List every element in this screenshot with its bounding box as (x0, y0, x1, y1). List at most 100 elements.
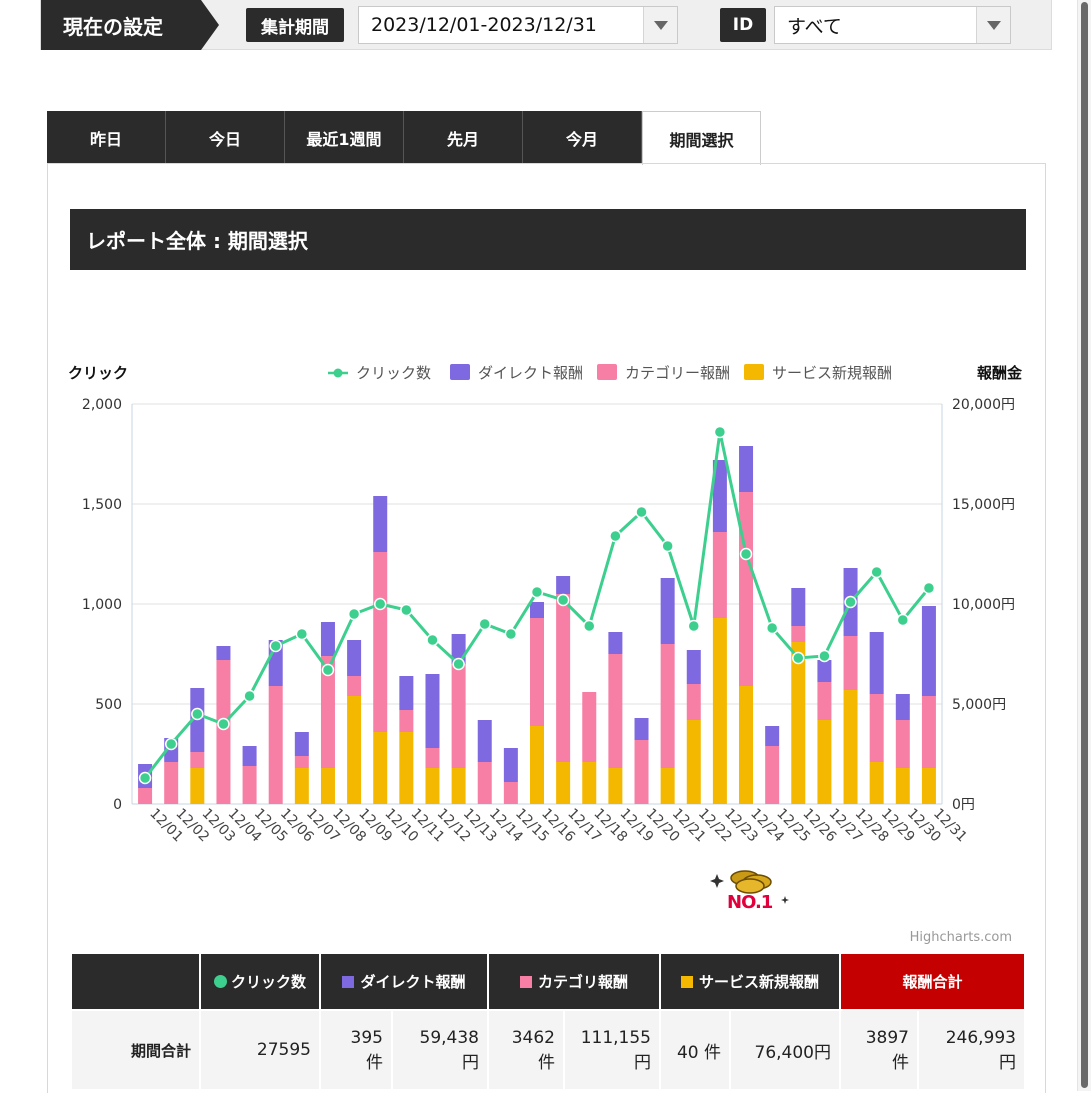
click-point (556, 593, 570, 607)
bar-segment (608, 768, 623, 804)
service-square-icon (680, 976, 693, 988)
bar-segment (921, 696, 936, 768)
summary-header-clicks: クリック数 (199, 952, 321, 1011)
bar-segment (712, 460, 727, 532)
bar-segment (660, 578, 675, 644)
summary-service-amount: 76,400円 (729, 1009, 841, 1091)
id-select-value: すべて (787, 15, 842, 38)
scrollbar-thumb[interactable] (1081, 2, 1088, 1088)
chevron-down-icon[interactable] (976, 7, 1010, 43)
badge-label: NO.1 (727, 892, 773, 913)
right-tick-label: 15,000円 (952, 497, 1015, 513)
click-point (217, 717, 230, 731)
left-tick-label: 1,000 (82, 597, 122, 613)
right-tick-label: 20,000円 (952, 397, 1015, 413)
bar-segment (320, 656, 335, 768)
summary-header-blank (70, 952, 201, 1011)
summary-header-category-label: カテゴリ報酬 (537, 973, 628, 991)
summary-header-total: 報酬合計 (839, 952, 1026, 1011)
click-point (138, 771, 152, 785)
left-tick-label: 2,000 (82, 397, 122, 413)
legend-swatch (744, 364, 764, 380)
tab-last-month[interactable]: 先月 (404, 111, 523, 164)
bar-segment (895, 694, 910, 720)
bar-segment (686, 650, 701, 684)
summary-header-row: クリック数 ダイレクト報酬 カテゴリ報酬 サービス新規報酬 報酬合計 (70, 952, 1026, 1011)
tab-period-select[interactable]: 期間選択 (642, 111, 761, 165)
click-point (269, 639, 282, 653)
click-point (713, 425, 727, 439)
report-chart: 0 0円 500 5,000円 1,000 10,000円 1,500 15,000円 2,00… (60, 350, 1035, 950)
legend-swatch (450, 364, 470, 380)
bar-segment (347, 676, 362, 696)
summary-category-count: 3462 件 (487, 1009, 565, 1091)
click-point (896, 613, 910, 627)
bar-segment (765, 746, 780, 804)
chevron-down-icon[interactable] (643, 7, 677, 43)
bar-segment (530, 602, 544, 618)
tab-yesterday[interactable]: 昨日 (47, 111, 166, 164)
bar-segment (242, 766, 257, 804)
click-point (191, 707, 204, 721)
tab-today[interactable]: 今日 (166, 111, 285, 164)
settings-arrow-shape (201, 0, 219, 50)
click-point (635, 505, 648, 519)
summary-header-clicks-label: クリック数 (230, 973, 306, 991)
click-point (922, 581, 936, 595)
summary-row-label: 期間合計 (70, 1009, 201, 1091)
bar-segment (530, 726, 544, 804)
bar-segment (791, 626, 806, 642)
bar-segment (268, 686, 283, 804)
bar-segment (294, 756, 309, 768)
right-axis-title: 報酬金 (977, 364, 1023, 382)
bar-segment (503, 748, 518, 782)
bar-segment (608, 654, 623, 768)
summary-total-count: 3897 件 (839, 1009, 919, 1091)
bar-segment (712, 618, 727, 804)
bar-segment (425, 748, 440, 768)
click-point (792, 651, 805, 665)
summary-service-count: 40 件 (659, 1009, 731, 1091)
chart-credit-link[interactable]: Highcharts.com (909, 930, 1012, 945)
click-point (661, 539, 674, 553)
bar-segment (869, 694, 884, 762)
click-point (478, 617, 491, 631)
tab-last-week[interactable]: 最近1週間 (285, 111, 404, 164)
bar-segment (164, 762, 179, 804)
bar-segment (242, 746, 257, 766)
legend-label: ダイレクト報酬 (478, 364, 583, 382)
click-point (504, 627, 518, 641)
left-tick-label: 0 (113, 797, 122, 813)
period-select[interactable]: 2023/12/01-2023/12/31 (358, 6, 678, 44)
legend-swatch (597, 364, 617, 380)
summary-total-amount: 246,993 円 (917, 1009, 1026, 1091)
bar-segment (556, 594, 571, 762)
summary-direct-count: 395 件 (319, 1009, 393, 1091)
click-point (609, 529, 622, 543)
bar-segment (399, 676, 414, 710)
period-tabs: 昨日 今日 最近1週間 先月 今月 期間選択 (47, 111, 765, 165)
bar-segment (739, 492, 754, 686)
click-point (400, 603, 413, 617)
settings-bar: 現在の設定 集計期間 2023/12/01-2023/12/31 ID すべて (40, 0, 1052, 50)
bar-segment (843, 690, 858, 804)
summary-clicks: 27595 (199, 1009, 321, 1091)
tab-this-month[interactable]: 今月 (523, 111, 642, 164)
click-point (583, 619, 596, 633)
category-square-icon (519, 976, 532, 988)
bar-segment (608, 632, 623, 654)
bar-segment (921, 768, 936, 804)
summary-row: 期間合計 27595 395 件 59,438 円 3462 件 111,155… (70, 1009, 1026, 1091)
bar-segment (712, 532, 727, 618)
scrollbar[interactable] (1077, 0, 1091, 1091)
bar-segment (503, 782, 518, 804)
summary-direct-amount: 59,438 円 (391, 1009, 489, 1091)
bar-segment (320, 622, 335, 656)
click-point (530, 585, 544, 599)
id-select[interactable]: すべて (774, 6, 1011, 44)
bar-segment (739, 446, 754, 492)
summary-header-category: カテゴリ報酬 (487, 952, 661, 1011)
bar-segment (451, 664, 466, 768)
right-tick-label: 5,000円 (952, 697, 1006, 713)
bar-segment (556, 576, 571, 594)
